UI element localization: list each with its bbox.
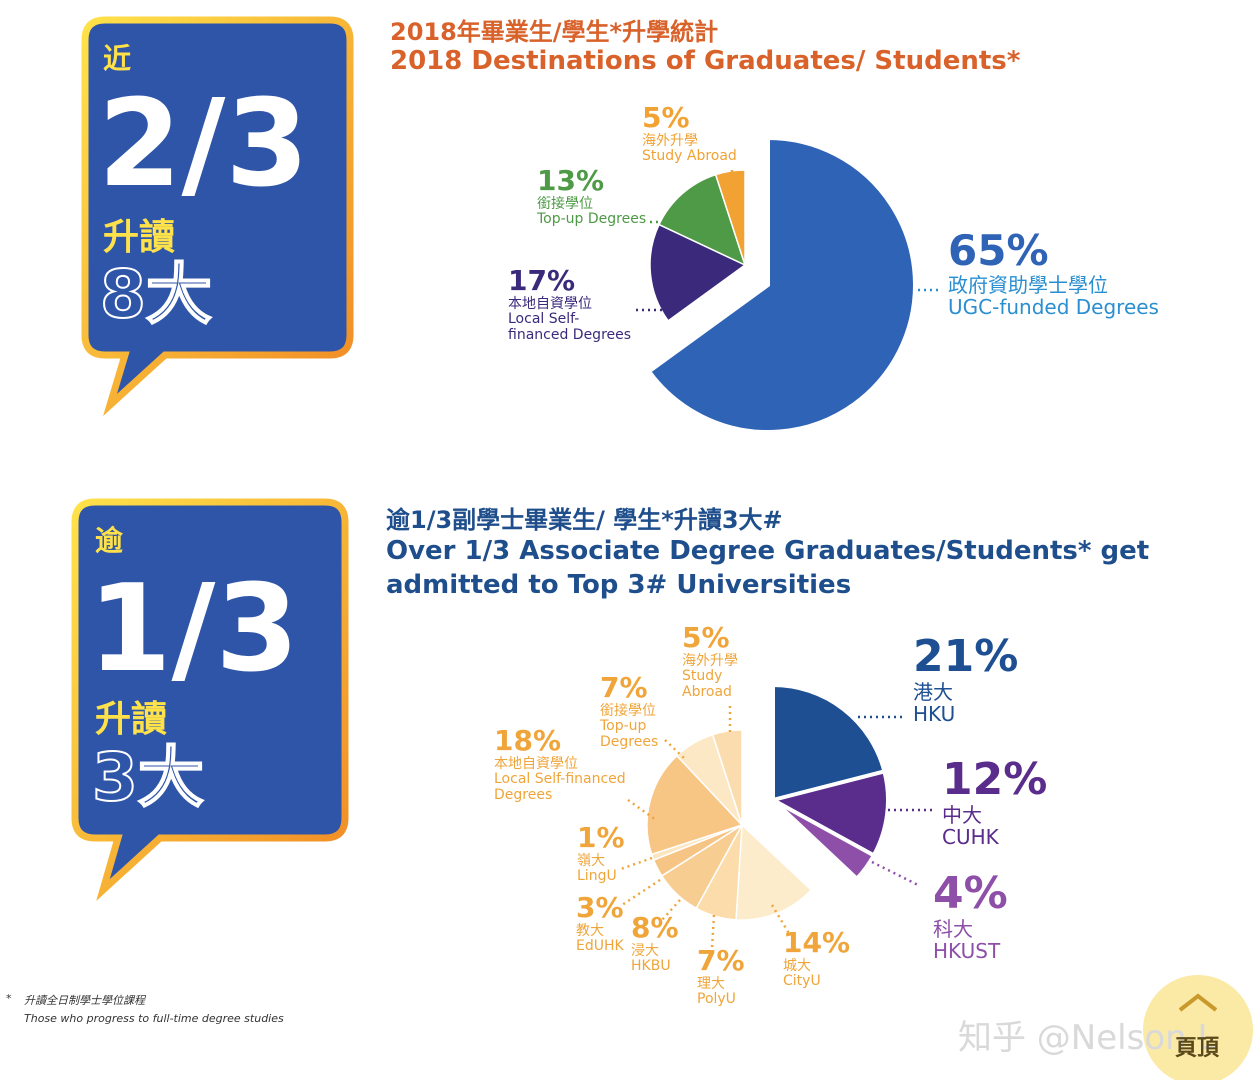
category-label: CUHK: [942, 825, 999, 850]
chart-title-zh: 逾1/3副學士畢業生/ 學生*升讀3大#: [386, 506, 783, 534]
value-label: 1%: [577, 821, 625, 854]
callout-count: 3大: [91, 739, 205, 816]
value-label: 13%: [537, 164, 605, 197]
back-to-top-icon: [1178, 993, 1218, 1012]
value-label: 5%: [682, 621, 730, 654]
watermark: 知乎 @Nelson L: [958, 1018, 1217, 1058]
category-label: Top-up Degrees: [600, 718, 659, 750]
pie-slice: [771, 682, 887, 803]
slice-label: 13% 銜接學位 Top-up Degrees: [537, 164, 667, 228]
value-label: 18%: [494, 724, 562, 757]
slice-label: 3% 教大 EdUHK: [576, 891, 656, 955]
category-label-zh: 理大: [697, 975, 725, 992]
pie-slice: [646, 135, 917, 434]
category-label-zh: 教大: [576, 922, 604, 939]
category-label: EdUHK: [576, 938, 624, 955]
value-label: 65%: [948, 226, 1049, 275]
slice-label: 5% 海外升學 Study Abroad: [642, 101, 752, 165]
pie-slice: [714, 169, 746, 266]
category-label: Local Self-financed Degrees: [494, 771, 626, 803]
category-label-zh: 科大: [933, 917, 973, 942]
category-label-zh: 港大: [913, 680, 953, 705]
chart-title: Over 1/3 Associate Degree Graduates/Stud…: [386, 536, 1150, 600]
slice-label: 7% 銜接學位 Top-up Degrees: [600, 671, 680, 750]
pie-slice: [771, 798, 877, 882]
back-to-top-button[interactable]: [1143, 975, 1253, 1080]
category-label: LingU: [577, 868, 617, 885]
category-label: Study Abroad: [642, 148, 737, 165]
slice-label: 12% 中大 CUHK: [942, 754, 1062, 850]
category-label: UGC-funded Degrees: [948, 295, 1159, 320]
value-label: 7%: [600, 671, 648, 704]
callout-fraction: 2/3: [98, 75, 309, 214]
category-label: PolyU: [697, 991, 736, 1008]
slice-label: 1% 嶺大 LingU: [577, 821, 657, 885]
pie-slice: [735, 823, 813, 921]
chart-title-zh: 2018年畢業生/學生*升學統計: [390, 18, 719, 46]
leader-line: [621, 878, 661, 907]
category-label-zh: 銜接學位: [600, 702, 656, 719]
chart-title: 2018 Destinations of Graduates/ Students…: [390, 46, 1021, 76]
callout-count: 8大: [99, 256, 213, 333]
value-label: 17%: [508, 264, 576, 297]
category-label: Top-up Degrees: [537, 211, 647, 228]
category-label-zh: 嶺大: [577, 852, 605, 869]
callout-verb: 升讀: [95, 699, 168, 740]
value-label: 14%: [783, 926, 851, 959]
value-label: 21%: [913, 631, 1019, 682]
slice-label: 65% 政府資助學士學位 UGC-funded Degrees: [948, 226, 1178, 320]
category-label-zh: 中大: [942, 803, 982, 828]
category-label-zh: 本地自資學位: [508, 295, 592, 312]
pie-slice: [646, 754, 744, 856]
leader-line: [661, 899, 681, 921]
value-label: 7%: [697, 944, 745, 977]
slice-label: 21% 港大 HKU: [913, 631, 1033, 727]
category-label: HKU: [913, 702, 956, 727]
callout-bubble: [71, 498, 349, 901]
back-to-top-label[interactable]: 頁頂: [1175, 1036, 1220, 1061]
pie-slice: [658, 173, 747, 267]
slice-label: 7% 理大 PolyU: [697, 944, 777, 1008]
value-label: 4%: [933, 868, 1008, 919]
slice-label: 17% 本地自資學位 Local Self-financed Degrees: [508, 264, 638, 343]
pie-slice: [767, 768, 890, 859]
category-label-zh: 浸大: [631, 942, 659, 959]
leader-line: [664, 739, 685, 759]
callout-fraction: 1/3: [88, 560, 299, 699]
category-label-zh: 政府資助學士學位: [948, 273, 1108, 298]
value-label: 3%: [576, 891, 624, 924]
slice-label: 4% 科大 HKUST: [933, 868, 1053, 964]
pie-slice: [711, 729, 743, 826]
category-label: HKBU: [631, 958, 671, 975]
category-label-zh: 海外升學: [642, 132, 698, 149]
category-label-zh: 本地自資學位: [494, 755, 578, 772]
category-label: Local Self-financed Degrees: [508, 311, 632, 343]
category-label: Study Abroad: [682, 668, 732, 700]
footnote-marker: *: [6, 992, 12, 1005]
slice-label: 18% 本地自資學位 Local Self-financed Degrees: [494, 724, 644, 803]
category-label: HKUST: [933, 939, 1001, 964]
callout-bubble: [81, 16, 354, 417]
callout-verb: 升讀: [103, 217, 176, 258]
callout-prefix: 逾: [95, 524, 124, 557]
category-label: CityU: [783, 973, 821, 990]
value-label: 8%: [631, 911, 679, 944]
callout-prefix: 近: [103, 42, 132, 75]
slice-label: 5% 海外升學 Study Abroad: [682, 621, 762, 700]
slice-label: 14% 城大 CityU: [783, 926, 873, 990]
footnote-en: Those who progress to full-time degree s…: [24, 1012, 284, 1025]
category-label-zh: 海外升學: [682, 652, 738, 669]
pie-slice: [649, 223, 747, 322]
leader-line: [871, 860, 919, 887]
footnote-zh: 升讀全日制學士學位課程: [24, 994, 145, 1007]
category-label-zh: 城大: [783, 957, 811, 974]
slice-label: 8% 浸大 HKBU: [631, 911, 711, 975]
value-label: 12%: [942, 754, 1048, 805]
category-label-zh: 銜接學位: [537, 195, 593, 212]
value-label: 5%: [642, 101, 690, 134]
leader-line: [617, 856, 653, 872]
